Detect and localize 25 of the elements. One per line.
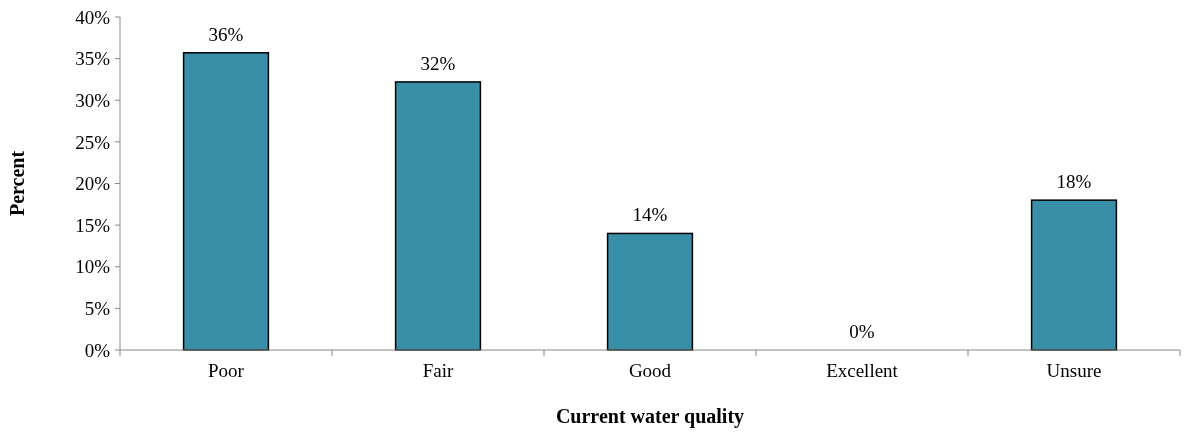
data-label: 0% xyxy=(849,321,875,342)
y-tick-label: 20% xyxy=(75,173,111,195)
y-tick-label: 40% xyxy=(75,6,111,28)
y-tick-label: 25% xyxy=(75,131,111,153)
bar xyxy=(1030,199,1118,351)
data-label: 18% xyxy=(1056,171,1092,193)
y-tick-label: 10% xyxy=(75,256,111,278)
x-tick-label: Poor xyxy=(208,360,245,381)
y-tick-label: 5% xyxy=(84,298,111,320)
bar xyxy=(394,81,482,351)
x-axis-title: Current water quality xyxy=(555,405,745,428)
data-label: 14% xyxy=(632,204,668,226)
x-tick-label: Excellent xyxy=(826,360,899,381)
bar xyxy=(182,52,270,351)
x-tick-label: Unsure xyxy=(1046,360,1102,381)
y-tick-label: 0% xyxy=(84,339,111,361)
y-tick-label: 35% xyxy=(75,48,111,70)
y-tick-label: 30% xyxy=(75,89,111,111)
bar xyxy=(606,232,694,351)
x-tick-label: Good xyxy=(628,360,672,381)
y-tick-label: 15% xyxy=(75,214,111,236)
y-axis-title: Percent xyxy=(6,150,28,217)
data-label: 36% xyxy=(208,23,244,45)
x-tick-label: Fair xyxy=(422,360,454,381)
data-label: 32% xyxy=(420,52,456,74)
